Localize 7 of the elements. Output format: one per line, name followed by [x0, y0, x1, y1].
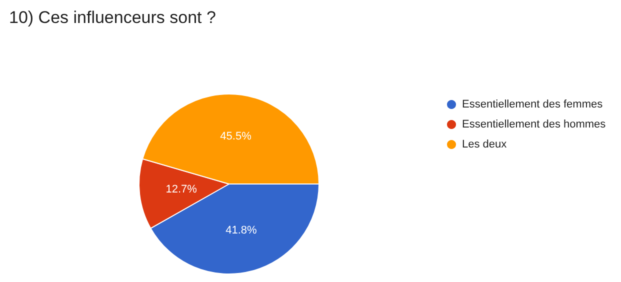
legend-label: Essentiellement des femmes — [462, 98, 604, 110]
data-label: 41.8% — [226, 224, 258, 236]
chart-title: 10) Ces influenceurs sont ? — [9, 8, 216, 27]
legend-label: Essentiellement des hommes — [462, 118, 606, 130]
legend-label: Les deux — [462, 138, 508, 150]
data-label: 45.5% — [220, 130, 252, 142]
data-label: 12.7% — [166, 184, 198, 196]
